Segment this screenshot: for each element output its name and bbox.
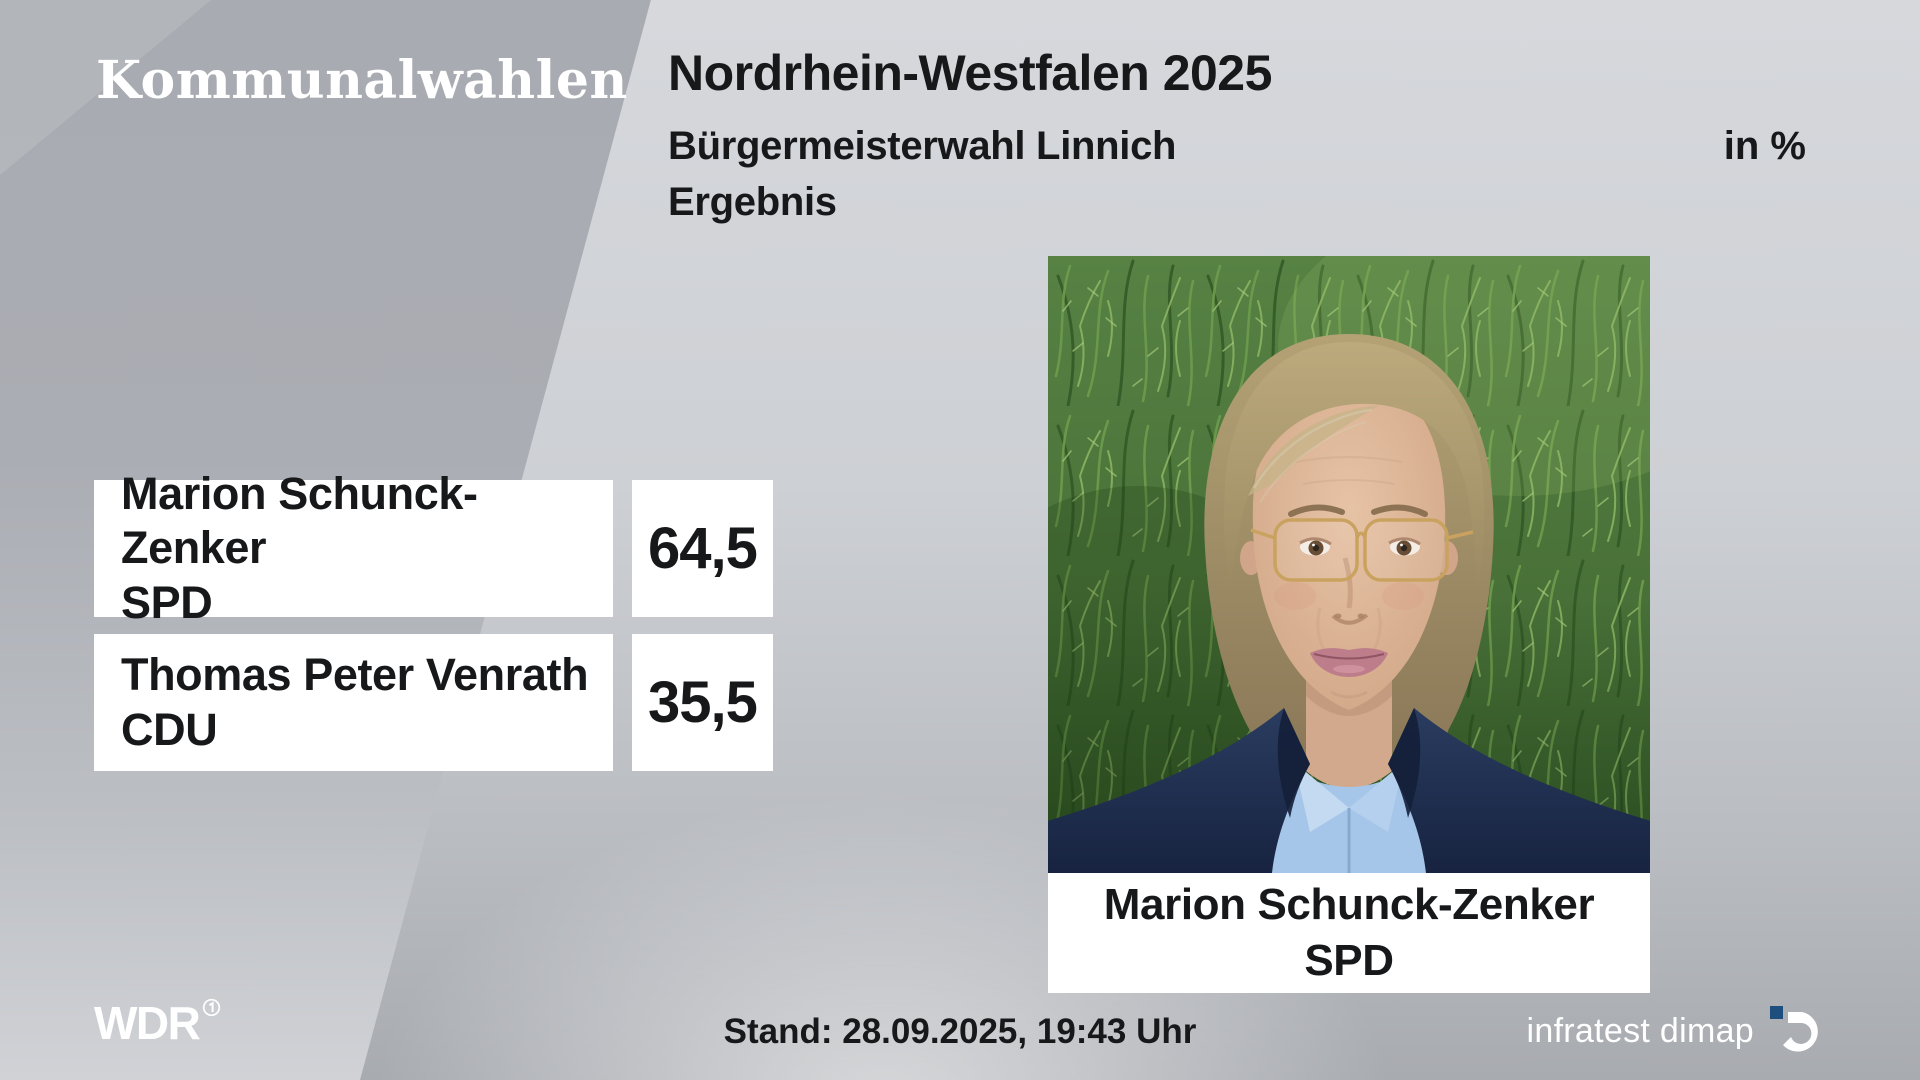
page-title: Nordrhein-Westfalen 2025 <box>668 45 1272 101</box>
candidate-name: Thomas Peter Venrath <box>121 649 589 701</box>
wdr-logo: WDR <box>94 997 221 1049</box>
photo-caption-name: Marion Schunck-Zenker <box>1103 879 1595 929</box>
result-value: 64,5 <box>632 480 773 617</box>
ard-one-icon <box>202 998 221 1022</box>
portrait-figure <box>1048 334 1650 873</box>
winner-photo-card: Marion Schunck-Zenker SPD <box>1048 256 1650 993</box>
source-logo-text: infratest dimap <box>1526 1012 1754 1050</box>
photo-caption: Marion Schunck-Zenker SPD <box>1048 873 1650 993</box>
result-row: Marion Schunck-Zenker SPD 64,5 <box>94 468 774 628</box>
unit-label: in % <box>1723 124 1806 168</box>
candidate-photo <box>1048 256 1650 873</box>
infratest-dimap-icon <box>1768 1004 1820 1059</box>
candidate-name-box: Thomas Peter Venrath CDU <box>94 634 613 771</box>
photo-caption-party: SPD <box>1304 936 1394 985</box>
page-subtitle: Bürgermeisterwahl Linnich <box>668 124 1177 168</box>
result-row: Thomas Peter Venrath CDU 35,5 <box>94 634 774 771</box>
glasses <box>1250 518 1474 582</box>
timestamp: Stand: 28.09.2025, 19:43 Uhr <box>723 1012 1197 1051</box>
candidate-name: Marion Schunck-Zenker <box>121 467 478 574</box>
source-logo: infratest dimap <box>1527 1004 1821 1059</box>
result-status-label: Ergebnis <box>668 180 837 224</box>
result-value: 35,5 <box>632 634 773 771</box>
program-brand: Kommunalwahlen <box>96 50 628 111</box>
candidate-party: CDU <box>121 703 218 755</box>
candidate-name-box: Marion Schunck-Zenker SPD <box>94 468 613 628</box>
wdr-logo-text: WDR <box>94 997 201 1049</box>
candidate-party: SPD <box>121 576 213 628</box>
